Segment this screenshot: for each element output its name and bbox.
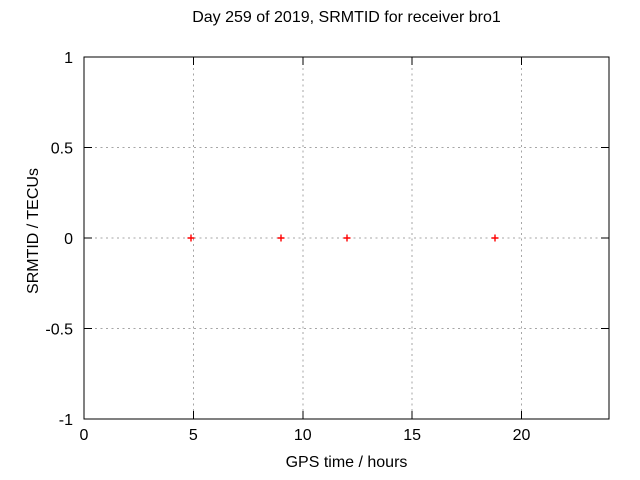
data-point: [277, 234, 285, 242]
x-axis-label: GPS time / hours: [285, 454, 408, 471]
x-tick-label: 20: [513, 427, 531, 444]
y-tick-label: -1: [59, 412, 73, 429]
chart-title: Day 259 of 2019, SRMTID for receiver bro…: [192, 9, 501, 26]
x-tick-label: 5: [189, 427, 198, 444]
data-point: [491, 234, 499, 242]
data-point: [187, 234, 195, 242]
x-tick-label: 10: [294, 427, 312, 444]
x-tick-label: 0: [80, 427, 89, 444]
y-tick-label: 1: [64, 50, 73, 67]
y-tick-label: 0.5: [51, 141, 73, 158]
data-point: [343, 234, 351, 242]
x-tick-label: 15: [403, 427, 421, 444]
y-tick-label: 0: [64, 231, 73, 248]
y-tick-label: -0.5: [45, 322, 73, 339]
